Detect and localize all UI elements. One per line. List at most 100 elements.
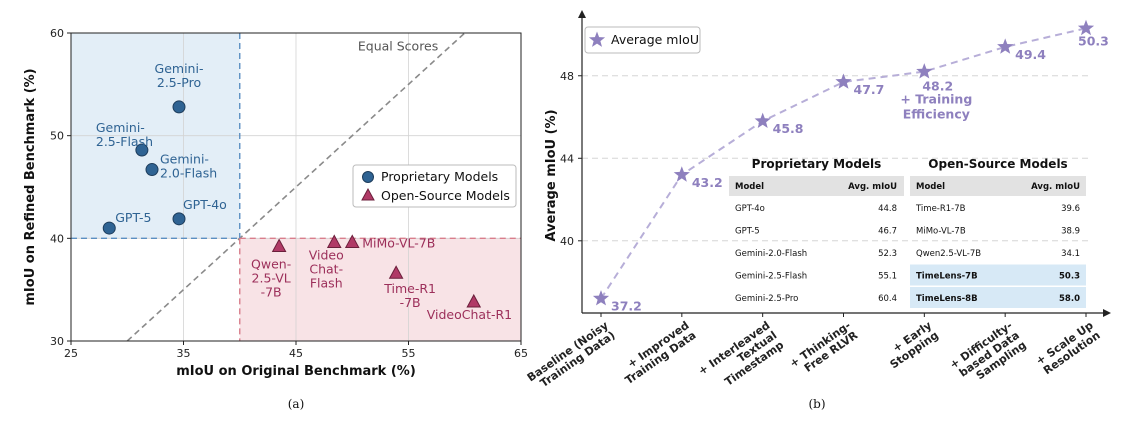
table-highlight-row (910, 264, 1086, 286)
value-label: 37.2 (611, 299, 642, 314)
table-cell: MiMo-VL-7B (916, 227, 966, 237)
point-label: Gemini-2.5-Pro (155, 61, 204, 90)
chart-b-caption: (b) (808, 397, 825, 411)
chart-b-ticks: 40 44 48 (560, 70, 1087, 317)
table-highlight-row (910, 287, 1086, 308)
table-cell: 55.1 (878, 272, 897, 282)
average-miou-star (835, 73, 852, 89)
point-label: Qwen-2.5-VL -7B (251, 257, 291, 300)
point-label: Time-R1 -7B (383, 281, 436, 310)
x-axis-arrow-icon (1103, 309, 1111, 317)
table-header-cell: Model (916, 182, 945, 192)
open-source-point (344, 234, 360, 248)
x-tick-label: 45 (289, 347, 303, 360)
value-label: 48.2 (922, 79, 953, 94)
open-source-point (271, 238, 287, 253)
x-tick-label: 65 (514, 347, 528, 360)
average-miou-star (754, 112, 771, 128)
y-tick-label: 48 (560, 70, 574, 83)
value-label: 50.3 (1078, 33, 1109, 48)
y-tick-label: 44 (560, 152, 574, 165)
chart-a-x-axis-label: mIoU on Original Benchmark (%) (176, 364, 416, 379)
chart-a-points: Gemini-2.5-Pro Gemini-2.5-FlashGemini-2.0… (96, 61, 512, 322)
table-cell: 46.7 (878, 227, 897, 237)
open-source-point (326, 234, 342, 248)
table-cell: GPT-4o (735, 204, 765, 214)
table-cell: 52.3 (878, 249, 897, 259)
average-miou-star (592, 290, 610, 306)
table-cell: Qwen2.5-VL-7B (916, 249, 981, 259)
y-tick-label: 40 (50, 232, 64, 245)
chart-b-y-axis-label: Average mIoU (%) (544, 109, 559, 241)
training-efficiency-annotation: + Training Efficiency (900, 92, 972, 122)
table-cell: 58.0 (1059, 294, 1080, 304)
y-tick-label: 50 (50, 130, 64, 143)
open-source-point (466, 293, 482, 308)
x-tick-label: 35 (177, 347, 191, 360)
table-cell: 50.3 (1059, 272, 1080, 282)
table-header-row (729, 176, 904, 196)
chart-b-grid (582, 75, 1091, 242)
proprietary-point (135, 143, 149, 157)
proprietary-point (145, 163, 159, 177)
category-label: + Scale UpResolution (1034, 319, 1103, 378)
table-cell: TimeLens-8B (916, 294, 978, 304)
table-title: Proprietary Models (752, 157, 882, 171)
point-label: Video Chat-Flash (309, 247, 344, 290)
equal-scores-label: Equal Scores (358, 38, 438, 53)
average-miou-star (673, 166, 690, 182)
table-header-cell: Model (735, 182, 764, 192)
y-tick-label: 30 (50, 335, 64, 348)
chart-b-legend: Average mIoU (584, 26, 701, 54)
legend-star-icon (588, 31, 606, 47)
average-miou-star (1077, 19, 1095, 36)
point-label: MiMo-VL-7B (362, 235, 435, 250)
table-header-cell: Avg. mIoU (1031, 182, 1080, 192)
category-label: + InterleavedTextualTimestamp (696, 319, 786, 398)
y-axis-arrow-icon (578, 10, 586, 18)
point-label: Gemini-2.0-Flash (160, 152, 217, 181)
value-label: 49.4 (1015, 47, 1046, 62)
chart-a-ticks: 25 35 45 55 65 30 40 50 60 (50, 27, 528, 360)
y-tick-label: 60 (50, 27, 64, 40)
chart-b-points: 37.2 43.2 45.8 47.7 48.2 49.4 50.3 + Training Ef… (592, 19, 1109, 314)
x-tick-label: 25 (64, 347, 78, 360)
category-label: + Thinking-Free RLVR (787, 319, 860, 381)
table-cell: Gemini-2.5-Pro (735, 294, 798, 304)
table-cell: Gemini-2.5-Flash (735, 272, 807, 282)
table-header-row (910, 176, 1086, 196)
legend-box (584, 26, 701, 54)
point-label: GPT-4o (183, 197, 227, 212)
legend-label: Proprietary Models (381, 169, 498, 184)
equal-scores-line (126, 32, 466, 342)
table-cell: Gemini-2.0-Flash (735, 249, 807, 259)
y-tick-label: 40 (560, 235, 574, 248)
chart-a-y-axis-label: mIoU on Refined Benchmark (%) (23, 68, 38, 305)
table-cell: 39.6 (1061, 204, 1080, 214)
proprietary-point (102, 221, 116, 235)
chart-a-caption: (a) (288, 397, 305, 411)
value-label: 43.2 (692, 175, 723, 190)
table-title: Open-Source Models (928, 157, 1067, 171)
open-source-region (239, 238, 521, 341)
point-label: GPT-5 (115, 210, 151, 225)
proprietary-point (172, 212, 186, 226)
x-tick-label: 55 (402, 347, 416, 360)
legend-label: Open-Source Models (381, 188, 510, 203)
chart-b-category-labels: Baseline (NoisyTraining Data) + ImprovedT… (525, 319, 1103, 398)
table-cell: 34.1 (1061, 249, 1080, 259)
value-label: 47.7 (854, 82, 885, 97)
table-cell: GPT-5 (735, 227, 760, 237)
category-label: Baseline (NoisyTraining Data) (525, 319, 618, 394)
proprietary-point (172, 100, 186, 114)
average-miou-star (997, 38, 1014, 54)
table-cell: Time-R1-7B (915, 204, 966, 214)
table-cell: 44.8 (878, 204, 897, 214)
chart-b-tables: Proprietary Models Model Avg. mIoU GPT-4o 44… (729, 157, 1086, 308)
category-label: + ImprovedTraining Data (616, 319, 699, 387)
table-cell: 60.4 (878, 294, 897, 304)
chart-b: 40 44 48 Proprietary Models Model Avg. mIoU G… (525, 10, 1111, 411)
point-label: Gemini-2.5-Flash (96, 120, 153, 149)
point-label: VideoChat-R1 (427, 307, 512, 322)
